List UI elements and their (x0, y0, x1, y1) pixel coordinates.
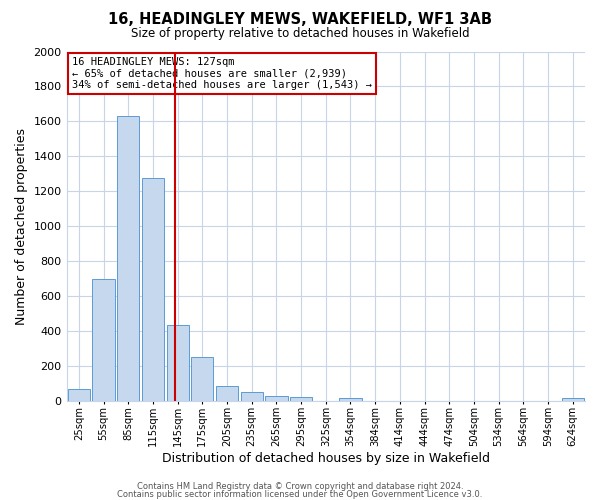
Bar (241, 392, 263, 400)
Y-axis label: Number of detached properties: Number of detached properties (15, 128, 28, 324)
Bar (340, 398, 362, 400)
X-axis label: Distribution of detached houses by size in Wakefield: Distribution of detached houses by size … (162, 452, 490, 465)
Bar (191, 357, 214, 401)
Bar (142, 178, 164, 400)
Bar (562, 398, 584, 400)
Bar (290, 397, 312, 400)
Bar (68, 389, 90, 400)
Bar (265, 396, 287, 400)
Bar (216, 386, 238, 400)
Text: Size of property relative to detached houses in Wakefield: Size of property relative to detached ho… (131, 28, 469, 40)
Bar (167, 326, 189, 400)
Text: Contains HM Land Registry data © Crown copyright and database right 2024.: Contains HM Land Registry data © Crown c… (137, 482, 463, 491)
Text: 16, HEADINGLEY MEWS, WAKEFIELD, WF1 3AB: 16, HEADINGLEY MEWS, WAKEFIELD, WF1 3AB (108, 12, 492, 28)
Bar (92, 279, 115, 400)
Text: Contains public sector information licensed under the Open Government Licence v3: Contains public sector information licen… (118, 490, 482, 499)
Bar (117, 116, 139, 401)
Text: 16 HEADINGLEY MEWS: 127sqm
← 65% of detached houses are smaller (2,939)
34% of s: 16 HEADINGLEY MEWS: 127sqm ← 65% of deta… (72, 56, 372, 90)
